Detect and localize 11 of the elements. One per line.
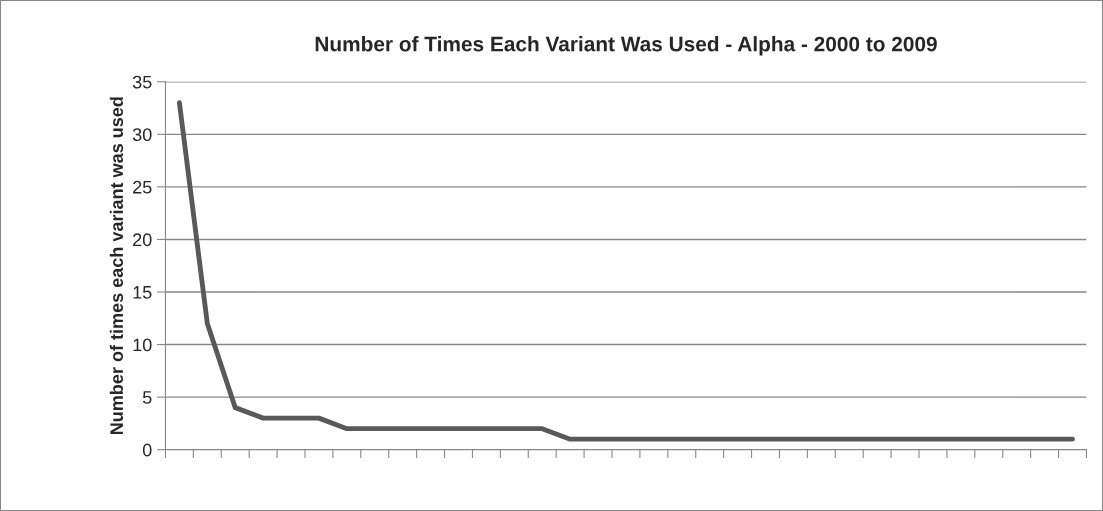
y-tick-label: 0 — [142, 443, 152, 457]
line-series — [176, 100, 1075, 442]
y-tick-label: 5 — [142, 391, 152, 404]
y-tick-label: 10 — [133, 338, 152, 352]
y-axis-title: Number of times each variant was used — [109, 97, 124, 435]
y-tick-label: 25 — [133, 180, 152, 194]
y-tick-label: 20 — [133, 233, 152, 247]
chart-title: Number of Times Each Variant Was Used - Alpha - 2000 to 2009 — [315, 36, 937, 56]
y-tick-label: 30 — [132, 128, 152, 142]
y-tick-label: 35 — [132, 75, 152, 89]
y-tick-label: 15 — [133, 286, 152, 299]
